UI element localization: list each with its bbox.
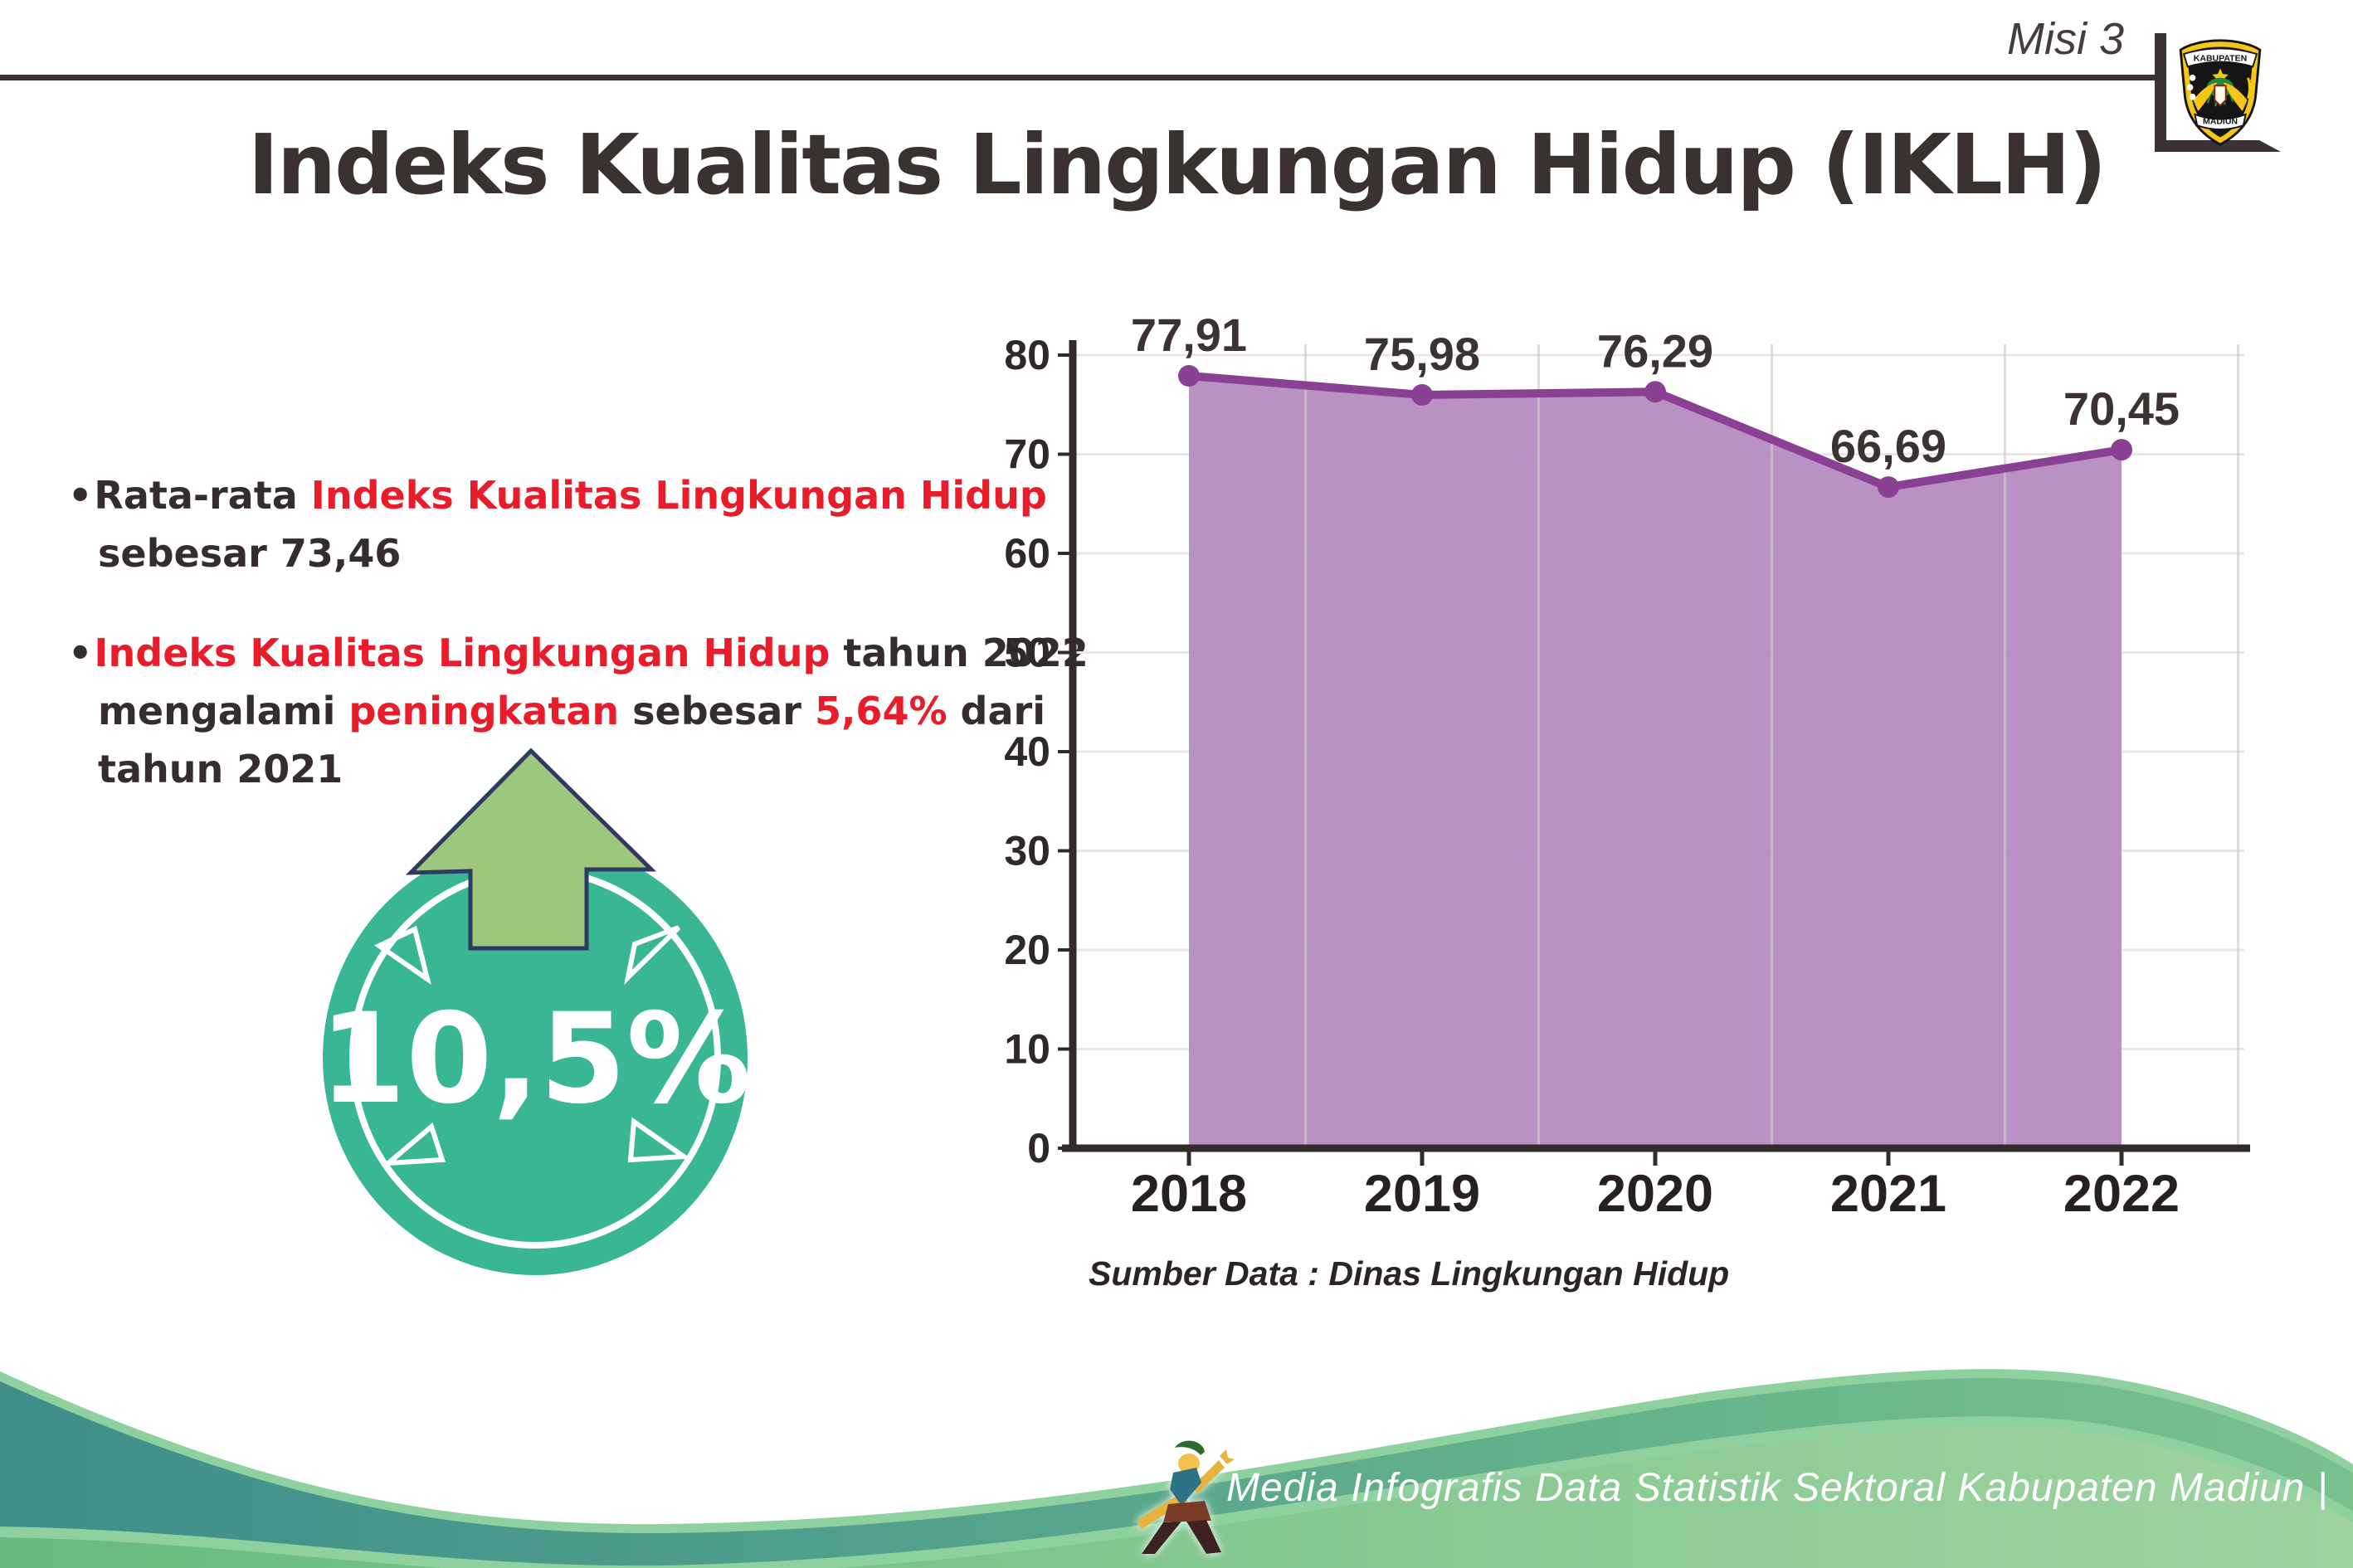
logo-banner-bottom-text: MADIUN [2203,116,2238,126]
logo-cotton-3 [2189,93,2196,100]
sparkle-icon-sw [381,1122,446,1166]
y-tick-label: 50 [1004,630,1050,676]
body-text: sebesar 73,46 [98,531,402,576]
body-text: tahun 2021 [98,747,343,791]
data-point [2111,439,2132,461]
x-tick-label: 2020 [1597,1165,1713,1223]
bullet-item: •Rata-rata Indeks Kualitas Lingkungan Hi… [68,466,1047,582]
y-tick-label: 40 [1004,728,1050,775]
bullet-line: tahun 2021 [68,740,964,798]
data-label: 77,91 [1131,309,1247,361]
bullet-item: •Indeks Kualitas Lingkungan Hidup tahun … [68,624,1089,798]
iklh-area-chart: 77,91 75,98 76,29 66,69 70,45 0 10 20 30 40 50 60 70… [1004,309,2250,1223]
highlight-text: peningkatan [348,689,620,733]
x-tick-label: 2021 [1830,1165,1946,1223]
logo-wheat [2247,77,2254,100]
bullet-dot: • [68,473,93,518]
footer-wave [0,1369,2353,1568]
increase-badge: 10,5% [319,747,751,1275]
logo-banner-top-text: KABUPATEN [2194,54,2247,64]
logo-bracket-vertical [2155,33,2166,152]
logo-banner-bottom [2194,113,2247,130]
x-tick-label: 2022 [2063,1165,2180,1223]
bullet-list: •Rata-rata Indeks Kualitas Lingkungan Hi… [68,466,1089,840]
bullet-dot: • [68,631,93,675]
y-tick-label: 10 [1004,1026,1050,1073]
logo-wing-left [2193,82,2218,111]
bullet-line: mengalami peningkatan sebesar 5,64% dari [68,682,1045,740]
page-title: Indeks Kualitas Lingkungan Hidup (IKLH) [247,116,2107,213]
badge-circle [323,840,748,1275]
y-tick-label: 20 [1004,927,1050,973]
kabupaten-madiun-logo-icon: KABUPATEN MADIUN [2179,39,2262,146]
body-text: dari [947,689,1045,733]
bullet-line: •Rata-rata Indeks Kualitas Lingkungan Hi… [68,466,1047,524]
logo-wing-right [2223,82,2248,111]
y-tick-label: 70 [1004,431,1050,478]
footer-credit: Media Infografis Data Statistik Sektoral… [1226,1466,2329,1510]
y-tick-label: 30 [1004,828,1050,874]
bullet-line: sebesar 73,46 [68,524,964,582]
area-shape [1189,376,2122,1148]
body-text: mengalami [98,689,349,733]
logo-banner-top [2182,47,2258,68]
y-tick-label: 80 [1004,332,1050,378]
up-arrow-icon [405,747,657,951]
data-point [1178,365,1200,387]
highlight-text: 5,64% [814,689,948,733]
data-label: 70,45 [2063,382,2180,435]
y-tick-label: 0 [1027,1125,1050,1171]
bullet-line: •Indeks Kualitas Lingkungan Hidup tahun … [68,624,1089,682]
badge-value: 10,5% [319,987,751,1132]
body-text: Rata-rata [94,473,311,518]
data-point [1644,381,1666,403]
data-label: 76,29 [1597,324,1713,377]
footer-bottom-green [0,1413,2353,1568]
logo-cotton-1 [2189,74,2196,81]
logo-bracket-horizontal [2155,140,2281,152]
x-tick-label: 2018 [1131,1165,1247,1223]
data-point [1411,384,1433,406]
body-text: sebesar [619,689,815,733]
data-label: 75,98 [1364,328,1480,380]
sparkle-icon-ne [624,925,681,985]
body-text: tahun 2022 [830,631,1089,675]
logo-center-emblem [2214,85,2227,107]
mascot-icon [1137,1440,1235,1554]
footer-band [0,1378,2353,1566]
source-note: Sumber Data : Dinas Lingkungan Hidup [1089,1254,1730,1293]
data-point [1878,476,1899,499]
logo-cotton-2 [2186,84,2194,91]
data-label: 66,69 [1830,420,1946,472]
highlight-text: Indeks Kualitas Lingkungan Hidup [94,631,831,675]
highlight-text: Indeks Kualitas Lingkungan Hidup [310,473,1047,518]
x-tick-label: 2019 [1364,1165,1480,1223]
misi-label: Misi 3 [2006,14,2124,64]
y-tick-label: 60 [1004,530,1050,577]
sparkle-icon-se [627,1117,691,1163]
header-rule [0,75,2156,80]
sparkle-icon-nw [373,925,431,985]
